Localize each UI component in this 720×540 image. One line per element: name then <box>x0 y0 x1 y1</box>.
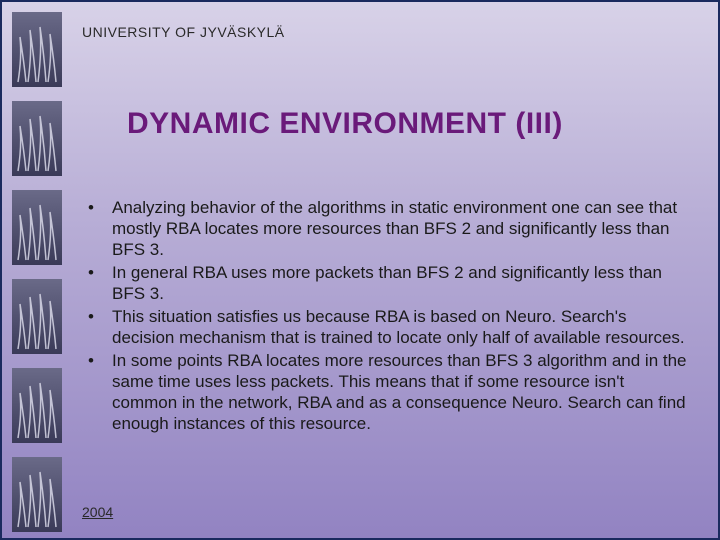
flame-icon <box>12 279 62 354</box>
flame-icon <box>12 190 62 265</box>
flame-icon <box>12 457 62 532</box>
flame-icon <box>12 101 62 176</box>
flame-icon <box>12 368 62 443</box>
list-item: •In some points RBA locates more resourc… <box>82 350 692 434</box>
university-header: UNIVERSITY OF JYVÄSKYLÄ <box>82 24 285 40</box>
list-item: •This situation satisfies us because RBA… <box>82 306 692 348</box>
footer-year: 2004 <box>82 504 113 520</box>
page-title: DYNAMIC ENVIRONMENT (III) <box>127 107 563 141</box>
bullet-list: •Analyzing behavior of the algorithms in… <box>82 197 692 436</box>
slide: UNIVERSITY OF JYVÄSKYLÄ DYNAMIC ENVIRONM… <box>0 0 720 540</box>
sidebar-logo-strip <box>12 12 62 532</box>
list-item: •Analyzing behavior of the algorithms in… <box>82 197 692 260</box>
bullet-icon: • <box>82 262 112 283</box>
bullet-text: This situation satisfies us because RBA … <box>112 306 692 348</box>
bullet-icon: • <box>82 306 112 327</box>
bullet-icon: • <box>82 197 112 218</box>
bullet-text: In general RBA uses more packets than BF… <box>112 262 692 304</box>
bullet-icon: • <box>82 350 112 371</box>
flame-icon <box>12 12 62 87</box>
list-item: •In general RBA uses more packets than B… <box>82 262 692 304</box>
bullet-text: Analyzing behavior of the algorithms in … <box>112 197 692 260</box>
bullet-text: In some points RBA locates more resource… <box>112 350 692 434</box>
